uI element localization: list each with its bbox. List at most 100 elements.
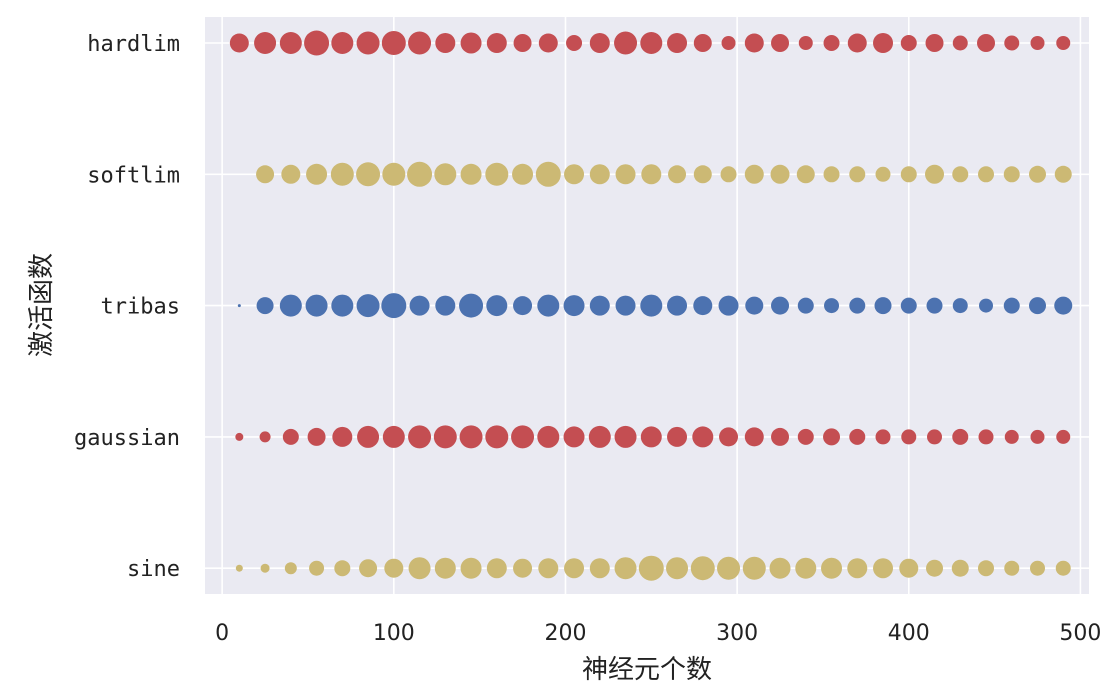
data-point-hardlim-280	[693, 34, 712, 52]
data-point-hardlim-430	[952, 35, 968, 51]
data-point-tribas-265	[667, 295, 688, 316]
data-point-gaussian-250	[640, 426, 662, 448]
data-point-sine-55	[309, 560, 325, 576]
data-point-sine-100	[384, 558, 404, 578]
data-point-hardlim-385	[873, 33, 894, 53]
data-point-hardlim-85	[356, 31, 380, 55]
data-point-gaussian-475	[1030, 429, 1045, 444]
data-point-hardlim-40	[279, 32, 302, 54]
y-tick-label: tribas	[101, 295, 180, 320]
data-point-softlim-85	[356, 162, 381, 187]
data-point-tribas-310	[745, 296, 764, 315]
data-point-hardlim-220	[589, 33, 610, 53]
data-point-sine-355	[821, 557, 843, 579]
data-point-sine-220	[589, 558, 610, 579]
data-point-gaussian-10	[235, 432, 244, 441]
data-point-softlim-100	[382, 162, 406, 186]
data-point-softlim-310	[744, 164, 764, 184]
data-point-sine-370	[847, 558, 868, 579]
data-point-hardlim-265	[667, 33, 688, 53]
data-point-gaussian-265	[667, 426, 688, 447]
data-point-gaussian-370	[849, 428, 866, 445]
data-point-softlim-130	[434, 163, 457, 186]
data-point-sine-40	[284, 562, 297, 575]
data-point-gaussian-25	[259, 431, 271, 443]
data-point-tribas-10	[237, 304, 241, 308]
data-point-gaussian-385	[875, 429, 891, 445]
data-point-gaussian-145	[459, 425, 483, 449]
data-point-tribas-355	[824, 298, 840, 314]
data-point-tribas-340	[797, 297, 814, 314]
data-point-hardlim-250	[640, 32, 663, 54]
data-point-sine-340	[795, 557, 817, 579]
data-point-hardlim-175	[513, 34, 532, 52]
x-tick-labels: 0 100 200 300 400 500	[215, 621, 1100, 646]
data-point-gaussian-70	[332, 426, 353, 447]
data-point-gaussian-340	[797, 428, 814, 445]
data-point-tribas-415	[926, 297, 943, 314]
data-point-gaussian-295	[719, 427, 739, 447]
y-tick-label: sine	[127, 557, 180, 582]
data-point-sine-160	[486, 558, 507, 579]
data-point-hardlim-130	[435, 33, 456, 53]
data-point-gaussian-205	[563, 426, 585, 448]
data-point-gaussian-115	[408, 425, 432, 449]
data-point-softlim-115	[407, 161, 433, 187]
data-point-gaussian-220	[588, 425, 611, 448]
data-point-sine-430	[951, 559, 969, 577]
data-point-gaussian-40	[282, 428, 299, 445]
data-point-tribas-460	[1003, 297, 1020, 314]
data-point-gaussian-400	[901, 429, 917, 445]
x-tick-label: 100	[373, 621, 415, 646]
data-point-softlim-205	[564, 164, 585, 185]
data-point-gaussian-85	[357, 425, 380, 448]
data-point-sine-130	[434, 557, 456, 579]
data-point-tribas-100	[381, 293, 407, 319]
data-point-sine-475	[1030, 560, 1046, 576]
data-point-tribas-475	[1029, 297, 1047, 315]
data-point-sine-250	[638, 555, 664, 581]
data-point-tribas-325	[771, 296, 790, 315]
data-point-tribas-190	[537, 294, 560, 317]
data-point-hardlim-235	[614, 31, 638, 55]
y-tick-labels: hardlim softlim tribas gaussian sine	[74, 32, 180, 582]
data-point-softlim-430	[952, 166, 969, 183]
data-point-gaussian-310	[744, 427, 764, 447]
data-point-sine-295	[717, 556, 741, 580]
data-point-tribas-370	[849, 297, 866, 314]
x-tick-label: 200	[544, 621, 586, 646]
data-point-tribas-70	[331, 294, 354, 317]
data-point-hardlim-445	[977, 34, 996, 52]
data-point-hardlim-415	[925, 34, 944, 52]
data-point-gaussian-280	[692, 426, 714, 448]
data-point-tribas-295	[718, 295, 739, 316]
data-point-hardlim-355	[823, 35, 840, 51]
data-point-hardlim-160	[486, 33, 507, 53]
data-point-softlim-400	[900, 166, 917, 183]
data-point-gaussian-55	[307, 427, 326, 446]
data-points	[229, 30, 1073, 581]
data-point-gaussian-415	[927, 429, 943, 445]
data-point-hardlim-460	[1004, 35, 1020, 51]
data-point-softlim-55	[306, 163, 328, 185]
data-point-tribas-235	[615, 295, 636, 316]
data-point-softlim-370	[849, 166, 866, 183]
data-point-tribas-280	[693, 296, 713, 316]
data-point-sine-85	[359, 559, 378, 578]
y-tick-label: gaussian	[74, 426, 180, 451]
data-point-gaussian-445	[978, 429, 994, 445]
data-point-softlim-415	[925, 164, 945, 184]
data-point-sine-235	[614, 557, 637, 580]
data-point-tribas-130	[435, 295, 456, 316]
data-point-gaussian-100	[382, 425, 405, 448]
x-tick-label: 0	[215, 621, 229, 646]
data-point-gaussian-490	[1056, 429, 1071, 444]
data-point-hardlim-145	[460, 32, 482, 54]
data-point-tribas-220	[589, 295, 610, 316]
data-point-hardlim-55	[304, 30, 330, 56]
data-point-sine-10	[235, 564, 243, 572]
data-point-softlim-250	[641, 164, 662, 185]
data-point-tribas-40	[279, 294, 302, 317]
data-point-sine-280	[690, 556, 715, 581]
data-point-softlim-40	[281, 164, 301, 184]
